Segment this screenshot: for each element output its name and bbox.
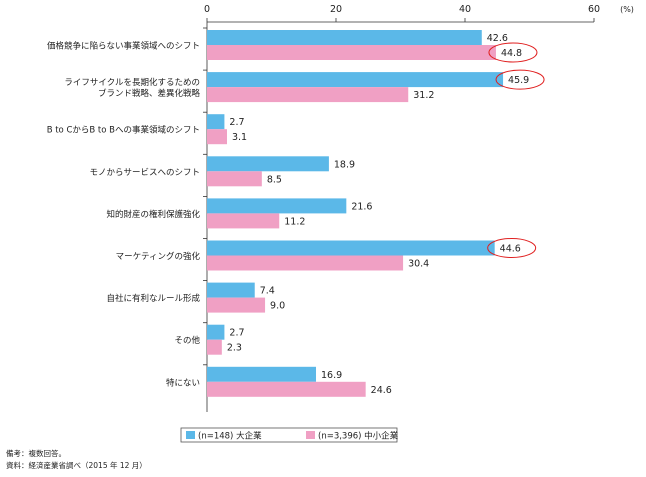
bar-sme-3	[207, 171, 262, 187]
legend-swatch-sme	[306, 431, 315, 439]
category-label-3: モノからサービスへのシフト	[89, 168, 200, 178]
data-label-large-2: 2.7	[229, 117, 244, 128]
bar-sme-1	[207, 87, 409, 103]
bar-large-8	[207, 366, 317, 382]
bar-sme-6	[207, 297, 266, 313]
x-tick-label-0: 0	[204, 4, 210, 15]
bar-large-4	[207, 198, 347, 214]
x-tick-label-1: 20	[330, 4, 342, 15]
category-label-2: B to CからB to Bへの事業領域のシフト	[47, 125, 200, 136]
legend-label-sme: (n=3,396) 中小企業	[318, 431, 399, 442]
bar-large-7	[207, 324, 225, 340]
data-label-sme-1: 31.2	[413, 90, 434, 101]
legend-box	[180, 427, 398, 443]
bar-large-2	[207, 114, 225, 130]
data-label-large-1: 45.9	[508, 75, 529, 86]
data-label-sme-7: 2.3	[227, 343, 242, 354]
bar-sme-7	[207, 339, 222, 355]
bar-sme-0	[207, 45, 496, 60]
data-label-large-7: 2.7	[229, 328, 244, 339]
legend-swatch-large	[186, 431, 195, 439]
footnote-remarks: 備考：複数回答。	[6, 449, 66, 458]
data-label-sme-5: 30.4	[408, 259, 429, 270]
highlight-circle-0	[488, 42, 538, 63]
bar-large-6	[207, 282, 255, 298]
data-label-large-4: 21.6	[351, 201, 372, 212]
data-label-large-3: 18.9	[334, 159, 355, 170]
category-label-4: 知的財産の権利保護強化	[106, 209, 200, 220]
category-label-7: その他	[174, 335, 200, 346]
bar-large-5	[207, 240, 495, 256]
highlight-circle-5	[487, 238, 537, 258]
data-label-large-0: 42.6	[487, 33, 508, 44]
x-tick-label-3: 60	[588, 4, 600, 15]
highlight-circle-1	[495, 69, 545, 90]
bar-sme-5	[207, 255, 404, 271]
data-label-sme-8: 24.6	[371, 385, 392, 396]
data-label-large-6: 7.4	[260, 286, 275, 297]
category-label-1-line1: ブランド戦略、差異化戦略	[98, 88, 201, 99]
legend-label-large: (n=148) 大企業	[198, 431, 262, 442]
category-label-8: 特にない	[166, 377, 200, 388]
category-label-5: マーケティングの強化	[116, 251, 201, 262]
data-label-sme-2: 3.1	[232, 132, 247, 143]
data-label-large-5: 44.6	[500, 244, 521, 255]
data-label-sme-4: 11.2	[284, 216, 305, 227]
bar-large-0	[207, 30, 482, 45]
category-label-6: 自社に有利なルール形成	[106, 293, 200, 304]
data-label-sme-3: 8.5	[267, 174, 282, 185]
bar-sme-2	[207, 129, 227, 145]
bar-sme-8	[207, 381, 366, 397]
data-label-sme-6: 9.0	[270, 301, 285, 312]
category-label-0: 価格競争に陥らない事業領域へのシフト	[47, 41, 200, 52]
bar-sme-4	[207, 213, 280, 229]
data-label-large-8: 16.9	[321, 370, 342, 381]
footnote-source: 資料：経済産業省調べ（2015 年 12 月）	[6, 461, 147, 470]
data-label-sme-0: 44.8	[501, 48, 522, 59]
axis-unit-label: (%)	[620, 5, 634, 14]
x-tick-label-2: 40	[459, 4, 471, 15]
bar-large-1	[207, 72, 504, 88]
bar-large-3	[207, 156, 329, 172]
category-label-1-line0: ライフサイクルを長期化するための	[64, 77, 200, 88]
